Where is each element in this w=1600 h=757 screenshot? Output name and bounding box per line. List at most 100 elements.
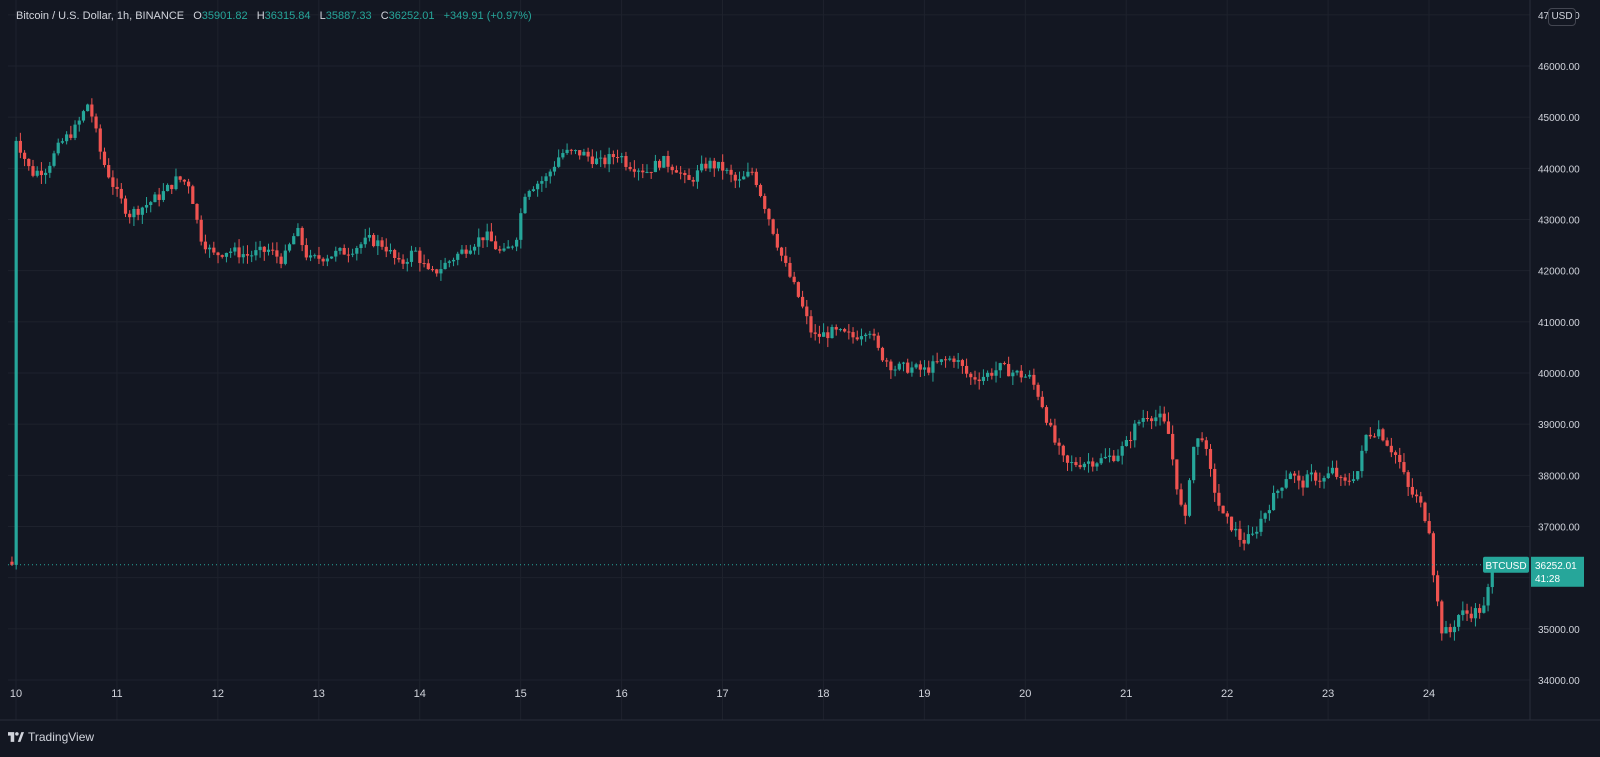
x-tick-label: 14 [414, 688, 426, 700]
candle-body [216, 252, 220, 256]
candle-body [48, 165, 52, 173]
candle-body [418, 250, 422, 264]
candle-down [426, 259, 430, 270]
candle-up [367, 227, 372, 242]
time-axis[interactable]: 10 11 12 13 14 15 16 17 18 19 20 21 22 23 24 [10, 688, 1435, 700]
candle-body [1011, 372, 1015, 377]
candle-up [1276, 489, 1280, 499]
candle-down [1213, 463, 1217, 502]
candle-down [674, 165, 679, 173]
candle-body [1368, 434, 1372, 437]
candle-body [1490, 564, 1494, 588]
candle-down [1057, 438, 1061, 455]
candle-body [144, 205, 149, 208]
candle-body [1107, 455, 1112, 457]
candle-up [468, 244, 472, 255]
y-tick-label: 37000.00 [1538, 523, 1580, 534]
candle-body [939, 359, 943, 362]
candle-body [107, 165, 111, 178]
candle-body [245, 254, 250, 256]
candle-down [212, 241, 216, 256]
candle-down [1414, 489, 1419, 503]
candle-up [931, 355, 935, 382]
tradingview-logo[interactable]: TradingView [8, 730, 94, 744]
candle-up [1322, 475, 1326, 489]
candle-body [443, 262, 447, 270]
tradingview-icon [8, 732, 24, 742]
candle-body [44, 172, 48, 176]
candle-body [18, 140, 22, 153]
candle-body [1381, 429, 1385, 441]
candle-down [346, 247, 350, 263]
symbol-title[interactable]: Bitcoin / U.S. Dollar, 1h, BINANCE [16, 10, 185, 22]
candle-down [792, 271, 796, 285]
candle-down [1150, 415, 1154, 430]
candle-body [1255, 531, 1259, 534]
candle-body [414, 250, 418, 252]
candle-down [1343, 473, 1347, 486]
candle-down [498, 245, 502, 254]
candle-down [750, 167, 754, 176]
candle-body [367, 235, 372, 238]
high-value: 36315.84 [264, 10, 311, 22]
candle-body [69, 134, 73, 138]
candle-down [586, 147, 590, 162]
y-tick-label: 41000.00 [1538, 318, 1580, 329]
candle-up [313, 253, 317, 259]
candle-up [241, 245, 245, 264]
candle-body [704, 163, 708, 169]
candle-body [199, 219, 203, 242]
x-tick-label: 17 [716, 688, 728, 700]
candle-body [397, 257, 401, 260]
candle-up [1196, 438, 1200, 455]
candle-body [1162, 413, 1166, 422]
candle-body [182, 179, 186, 182]
candle-up [1141, 409, 1145, 428]
candle-body [855, 337, 859, 340]
candle-down [1293, 471, 1297, 484]
symbol-legend[interactable]: Bitcoin / U.S. Dollar, 1h, BINANCE O3590… [16, 10, 532, 22]
currency-button[interactable]: USD [1548, 8, 1576, 26]
candle-down [1385, 437, 1389, 447]
candle-body [594, 158, 599, 165]
candle-up [1309, 464, 1314, 482]
candle-body [981, 376, 986, 382]
candle-down [679, 166, 683, 180]
candle-body [1469, 613, 1473, 619]
candle-body [872, 333, 876, 336]
candle-up [1255, 526, 1259, 539]
candle-down [1435, 570, 1440, 607]
candle-body [990, 372, 994, 376]
candle-body [1465, 610, 1469, 614]
candle-down [191, 184, 195, 204]
y-tick-label: 45000.00 [1538, 113, 1580, 124]
candle-body [157, 194, 161, 200]
candle-up [1457, 614, 1461, 632]
candle-down [800, 290, 805, 309]
candle-body [910, 367, 914, 373]
candle-down [615, 149, 620, 163]
candle-down [422, 254, 426, 268]
candle-body [599, 157, 603, 159]
candle-body [1427, 521, 1431, 534]
candle-body [115, 186, 119, 189]
candle-body [569, 149, 573, 151]
candle-body [132, 208, 136, 218]
candle-body [388, 250, 393, 252]
candle-up [1444, 620, 1448, 634]
candle-down [733, 172, 737, 189]
candle-body [691, 179, 695, 182]
candle-up [1011, 369, 1015, 385]
candle-body [1217, 492, 1221, 506]
candle-body [165, 184, 170, 192]
candle-body [914, 364, 918, 368]
candle-body [931, 361, 935, 373]
high-label: H [256, 10, 265, 22]
candle-down [1061, 444, 1065, 462]
candle-body [1314, 472, 1318, 481]
candle-up [594, 151, 599, 165]
candle-body [241, 254, 245, 258]
candle-up [254, 241, 258, 261]
